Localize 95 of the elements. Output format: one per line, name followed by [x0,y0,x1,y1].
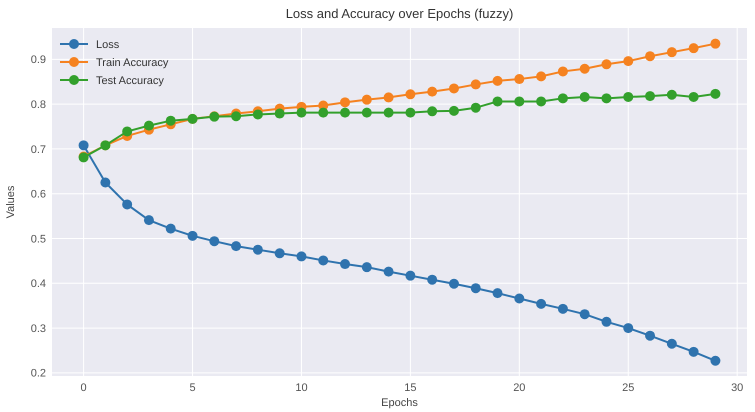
point [166,116,176,126]
x-tick-label: 15 [404,382,417,394]
point [536,298,546,309]
x-tick-label: 25 [622,382,634,394]
point [296,251,306,262]
x-tick-label: 30 [731,382,744,394]
point [645,91,656,102]
point [384,266,394,277]
point [405,108,416,118]
y-tick-label: 0.2 [30,368,46,380]
point [470,102,481,113]
y-tick-label: 0.7 [30,144,46,156]
point [580,92,590,102]
point [274,108,285,119]
point [166,224,176,234]
point [252,109,263,120]
point [188,230,198,241]
point [470,283,481,294]
chart-title: Loss and Accuracy over Epochs (fuzzy) [286,6,514,21]
y-tick-label: 0.9 [30,54,46,66]
point [580,309,590,320]
point [384,92,394,102]
point [623,92,634,102]
point [144,215,154,226]
y-axis-title: Values [5,185,17,218]
point [492,76,503,86]
y-tick-label: 0.8 [30,98,46,111]
point [448,83,459,94]
point [688,43,699,54]
point [492,96,503,106]
point [666,90,677,100]
y-tick-label: 0.3 [30,322,46,335]
point [231,241,242,252]
point [666,47,677,58]
point [78,140,89,150]
point [427,106,438,116]
point [122,199,132,210]
point [427,86,438,97]
y-tick-label: 0.4 [30,278,46,290]
point [688,346,699,357]
x-axis-title: Epochs [381,397,418,409]
point [536,96,546,106]
point [427,274,438,285]
point [580,64,590,74]
point [100,178,110,188]
legend-label: Test Accuracy [96,74,164,87]
point [362,94,372,105]
x-tick-label: 20 [513,382,526,394]
point [448,278,459,289]
x-tick-label: 5 [189,382,196,394]
point [623,323,634,334]
point [274,248,285,258]
x-tick-label: 10 [295,382,308,394]
point [710,38,720,49]
point [492,288,503,298]
point [536,71,546,82]
point [666,338,677,349]
point [623,56,634,66]
point [688,92,699,102]
point [645,51,656,62]
point [470,79,481,90]
point [209,236,220,246]
point [710,88,720,99]
point [601,59,612,70]
point [340,97,350,108]
point [448,106,459,116]
point [558,304,568,314]
point [514,294,524,304]
point [144,120,154,131]
x-tick-label: 0 [80,382,87,394]
point [558,66,568,76]
point [601,93,612,104]
point [252,244,263,255]
point [710,356,720,366]
point [405,89,416,100]
point [231,111,242,122]
point [645,330,656,341]
legend-label: Train Accuracy [96,56,169,69]
point [122,126,132,136]
point [318,255,328,266]
point [514,96,524,106]
y-tick-label: 0.5 [30,233,46,246]
point [340,259,350,270]
point [340,108,350,118]
point [296,108,306,118]
legend-label: Loss [96,38,120,51]
point [362,108,372,118]
point [514,74,524,84]
y-tick-label: 0.6 [30,188,46,201]
point [384,108,394,118]
point [362,262,372,272]
point [405,270,416,281]
point [558,93,568,104]
point [601,316,612,327]
point [318,108,328,118]
